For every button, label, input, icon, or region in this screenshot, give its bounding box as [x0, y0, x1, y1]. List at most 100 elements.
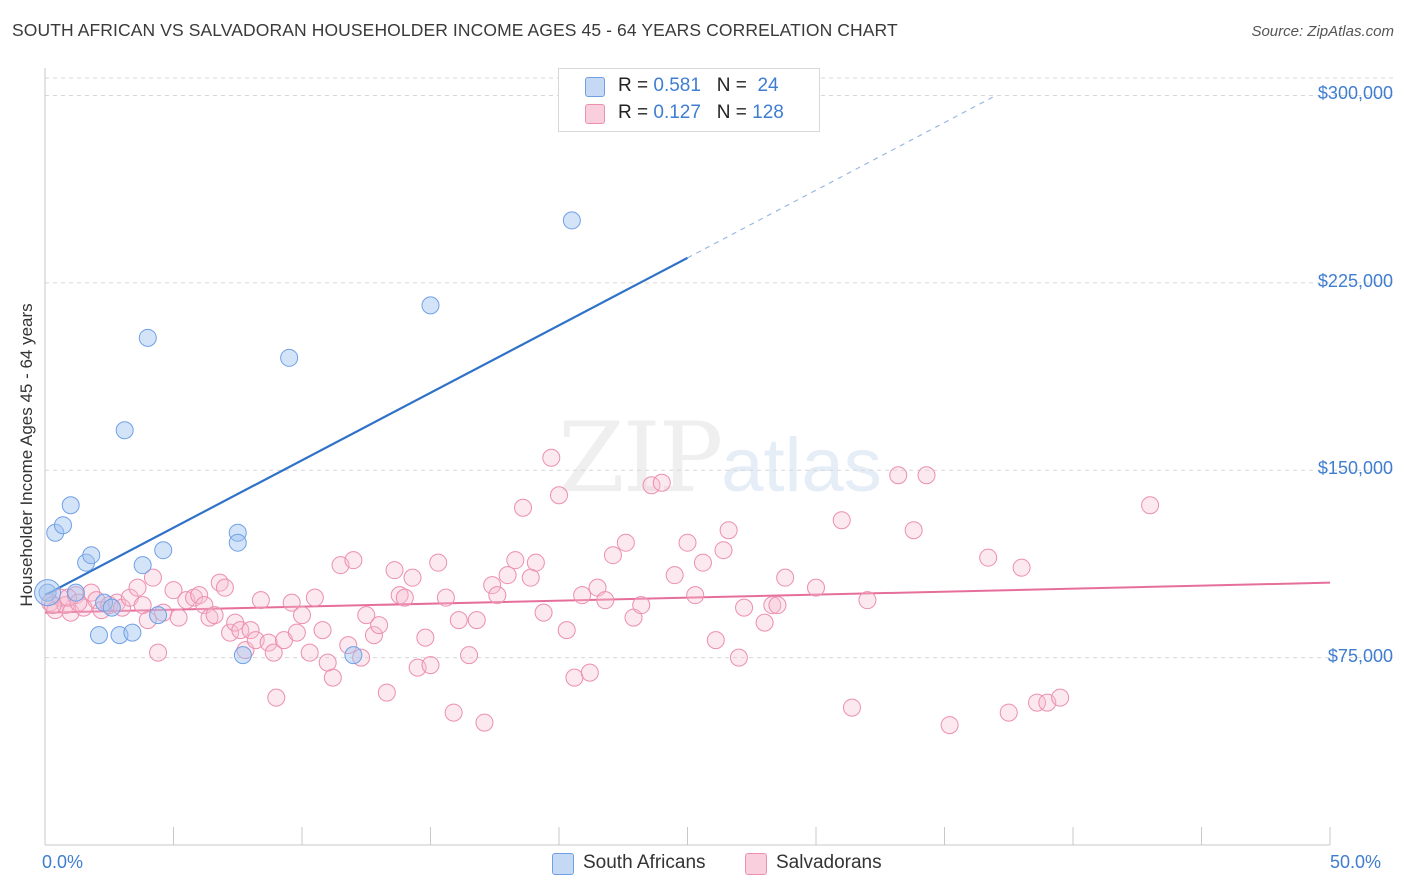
x-tick-label-min: 0.0% [42, 852, 84, 872]
salvadoran-point [215, 578, 234, 597]
salvadoran-point [889, 466, 908, 485]
salvadoran-point [1028, 693, 1047, 712]
salvadoran-point [483, 576, 502, 595]
salvadoran-point [164, 581, 183, 600]
south-african-point [149, 606, 168, 625]
salvadoran-point [580, 663, 599, 682]
x-tick-label-max: 50.0% [1330, 852, 1382, 872]
salvadoran-point [714, 541, 733, 560]
salvadoran-point [514, 498, 533, 517]
watermark: ZIPatlas [558, 402, 882, 514]
salvadoran-point [665, 566, 684, 585]
salvadoran-point [573, 586, 592, 605]
salvadoran-point [917, 466, 936, 485]
salvadoran-point [1012, 558, 1031, 577]
salvadoran-point [149, 643, 168, 662]
south-african-trend-line [44, 256, 689, 597]
salvadoran-point [323, 668, 342, 687]
watermark-atlas: atlas [721, 423, 882, 508]
salvadoran-point [755, 613, 774, 632]
salvadoran-point [429, 553, 448, 572]
south-african-point [562, 211, 581, 230]
legend-n-value: 128 [752, 102, 784, 123]
south-african-trend-extension [687, 94, 997, 259]
south-african-point [233, 646, 252, 665]
south-african-point [228, 533, 247, 552]
legend-r-label: R = [618, 102, 649, 123]
salvadoran-point [395, 588, 414, 607]
salvadoran-point [719, 521, 738, 540]
salvadoran-point [251, 591, 270, 610]
salvadoran-point [542, 448, 561, 467]
legend-r-label: R = [618, 75, 649, 96]
salvadoran-point [678, 533, 697, 552]
salvadoran-point [506, 551, 525, 570]
bottom-legend-label: Salvadorans [776, 852, 882, 873]
south-african-point [66, 583, 85, 602]
y-tick-label: $150,000 [1317, 458, 1393, 479]
salvadoran-point [642, 476, 661, 495]
chart-title: SOUTH AFRICAN VS SALVADORAN HOUSEHOLDER … [12, 20, 898, 40]
salvadoran-point [807, 578, 825, 597]
salvadoran-point [128, 578, 147, 597]
south-african-point [133, 556, 152, 575]
salvadoran-point [421, 656, 440, 675]
south-african-point [344, 646, 363, 665]
south-african-point [115, 421, 134, 440]
salvadoran-point [632, 596, 651, 615]
salvadoran-point [377, 683, 396, 702]
salvadoran-point [735, 598, 754, 617]
salvadoran-point [200, 608, 219, 627]
salvadoran-point [940, 716, 959, 735]
salvadoran-point [768, 596, 787, 615]
salvadoran-point [313, 621, 332, 640]
salvadoran-point [138, 611, 157, 630]
legend-n-value: 24 [757, 75, 779, 96]
salvadoran-point [370, 616, 389, 635]
legend-swatch-blue [585, 77, 605, 97]
salvadoran-point [169, 608, 188, 627]
salvadoran-point [390, 586, 409, 605]
south-african-point [89, 626, 108, 645]
watermark-zip: ZIP [558, 402, 723, 514]
salvadoran-point [693, 553, 712, 572]
salvadoran-point [231, 621, 250, 640]
salvadoran-point [436, 588, 455, 607]
salvadoran-point [339, 636, 358, 655]
legend: R = 0.581 N = 24 R = 0.127 N = 128 [558, 68, 820, 132]
south-african-point [228, 523, 247, 542]
salvadoran-point [521, 568, 540, 587]
salvadoran-point [488, 586, 507, 605]
salvadoran-point [364, 626, 383, 645]
south-african-point [46, 523, 65, 542]
salvadoran-point [616, 533, 635, 552]
salvadoran-point [460, 646, 479, 665]
salvadoran-point [534, 603, 553, 622]
grid-lines [45, 77, 1395, 659]
south-african-point [53, 516, 72, 535]
salvadoran-point [1141, 496, 1160, 515]
salvadoran-point [210, 573, 229, 592]
salvadoran-point [686, 586, 705, 605]
salvadoran-point [449, 611, 468, 630]
salvadoran-point [267, 688, 286, 707]
south-african-point [61, 496, 80, 515]
salvadoran-point [652, 473, 671, 492]
south-african-point [154, 541, 173, 560]
salvadoran-point [344, 551, 363, 570]
salvadoran-point [842, 698, 861, 717]
y-tick-label: $225,000 [1317, 270, 1393, 291]
salvadoran-point [565, 668, 584, 687]
salvadoran-point [706, 631, 725, 650]
salvadoran-point [133, 596, 152, 615]
legend-r-value: 0.581 [653, 75, 701, 96]
salvadoran-point [318, 653, 337, 672]
south-african-point [280, 348, 299, 367]
salvadoran-point [221, 623, 240, 642]
salvadoran-point [113, 598, 132, 617]
salvadoran-point [526, 553, 545, 572]
salvadoran-point [729, 648, 748, 667]
legend-swatch-pink [585, 104, 605, 124]
salvadoran-point [596, 591, 615, 610]
